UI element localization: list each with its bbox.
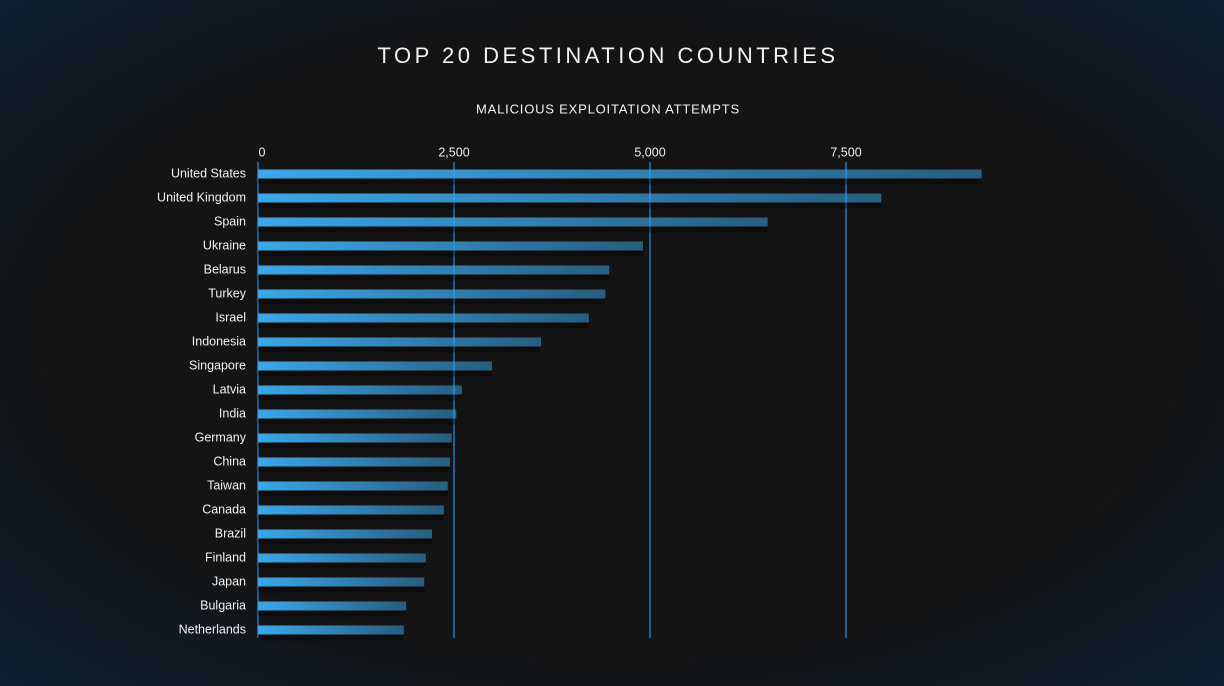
y-tick-label: Taiwan	[207, 478, 246, 492]
bar-shadow	[258, 538, 433, 545]
bar	[258, 313, 589, 323]
bar	[258, 337, 542, 347]
y-tick-label: Indonesia	[192, 334, 246, 348]
bar	[258, 217, 768, 227]
bar	[258, 433, 452, 443]
y-tick-label: Israel	[215, 310, 246, 324]
y-tick-label: India	[219, 406, 246, 420]
bar	[258, 409, 457, 419]
chart-title: TOP 20 DESTINATION COUNTRIES	[377, 43, 838, 68]
bar-shadow	[258, 250, 643, 257]
y-tick-label: Belarus	[204, 262, 246, 276]
bar-shadow	[258, 346, 542, 353]
bar	[258, 481, 448, 491]
bar	[258, 577, 425, 587]
bar	[258, 361, 493, 371]
bar	[258, 457, 451, 467]
bar	[258, 553, 426, 563]
bar-shadow	[258, 442, 452, 449]
bar-shadow	[258, 322, 589, 329]
x-tick-label: 0	[259, 145, 266, 159]
bar	[258, 529, 433, 539]
y-tick-label: Turkey	[208, 286, 246, 300]
y-tick-label: Japan	[212, 574, 246, 588]
y-tick-label: United States	[171, 166, 246, 180]
y-tick-label: Spain	[214, 214, 246, 228]
bar-shadow	[258, 514, 444, 521]
bar	[258, 385, 462, 395]
bar	[258, 625, 404, 635]
y-tick-label: Finland	[205, 550, 246, 564]
bar-shadow	[258, 202, 882, 209]
bar	[258, 193, 882, 203]
bar	[258, 289, 606, 299]
bar-shadow	[258, 466, 451, 473]
bar-shadow	[258, 490, 448, 497]
y-tick-label: Netherlands	[179, 622, 246, 636]
bar-shadow	[258, 178, 982, 185]
y-tick-label: Ukraine	[203, 238, 246, 252]
bar-shadow	[258, 274, 610, 281]
y-tick-label: China	[213, 454, 246, 468]
x-tick-label: 5,000	[634, 145, 665, 159]
bar	[258, 505, 444, 515]
y-tick-label: Singapore	[189, 358, 246, 372]
bar	[258, 169, 982, 179]
bar-shadow	[258, 370, 493, 377]
bar-shadow	[258, 586, 425, 593]
bar	[258, 601, 407, 611]
x-tick-label: 7,500	[830, 145, 861, 159]
bar-shadow	[258, 418, 457, 425]
y-tick-label: Germany	[195, 430, 247, 444]
bar-shadow	[258, 610, 407, 617]
y-tick-label: Canada	[202, 502, 246, 516]
bar-shadow	[258, 562, 426, 569]
y-tick-label: Brazil	[215, 526, 246, 540]
bar-shadow	[258, 394, 462, 401]
y-tick-label: United Kingdom	[157, 190, 246, 204]
bar	[258, 265, 610, 275]
bar-shadow	[258, 226, 768, 233]
bar	[258, 241, 643, 251]
bar-shadow	[258, 298, 606, 305]
y-tick-label: Latvia	[213, 382, 246, 396]
chart-subtitle: MALICIOUS EXPLOITATION ATTEMPTS	[476, 101, 740, 116]
bar-shadow	[258, 634, 404, 641]
y-tick-label: Bulgaria	[200, 598, 246, 612]
x-tick-label: 2,500	[438, 145, 469, 159]
